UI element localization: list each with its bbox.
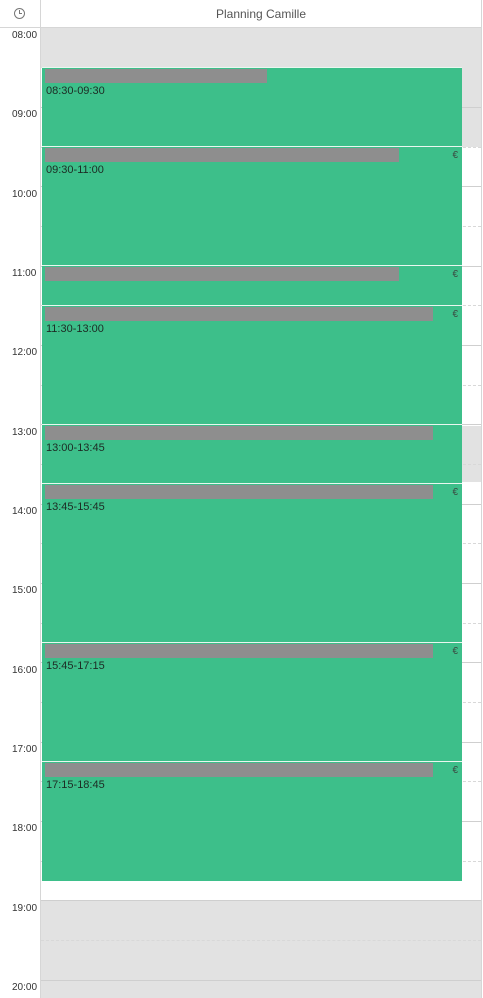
redacted-client-name [45,307,433,321]
day-column[interactable]: 08:30-09:30 09:30-11:00 € € 11:30-13:00 … [41,28,482,998]
redacted-client-name [45,267,399,281]
appointment-block[interactable]: 17:15-18:45 € [42,761,462,881]
time-label: 19:00 [12,903,38,914]
appointment-time: 11:30-13:00 [46,323,104,335]
redacted-client-name [45,426,433,440]
time-label: 15:00 [12,585,38,596]
blocked-slot [41,901,481,998]
appointment-time: 13:00-13:45 [46,442,105,454]
time-label: 18:00 [12,823,38,834]
redacted-client-name [45,485,433,499]
hour-line [41,900,481,901]
time-zone-cell[interactable] [0,0,41,27]
planning-title: Planning Camille [215,7,307,21]
time-label: 17:00 [12,744,38,755]
redacted-client-name [45,148,399,162]
appointment-block[interactable]: 11:30-13:00 € [42,305,462,425]
time-label: 11:00 [12,268,37,279]
euro-icon: € [452,150,458,161]
appointment-block[interactable]: 13:00-13:45 [42,424,462,484]
blocked-slot [41,28,481,68]
half-hour-line [41,940,481,941]
appointment-block[interactable]: 09:30-11:00 € [42,146,462,266]
time-label: 20:00 [12,982,38,993]
time-gutter: 08:00 09:00 10:00 11:00 12:00 13:00 14:0… [0,28,41,998]
appointment-block[interactable]: 13:45-15:45 € [42,483,462,643]
time-label: 16:00 [12,665,38,676]
time-label: 09:00 [12,109,38,120]
time-label: 08:00 [12,30,38,41]
time-label: 14:00 [12,506,38,517]
hour-line [41,980,481,981]
appointment-time: 15:45-17:15 [46,660,105,672]
clock-icon[interactable] [14,8,25,19]
appointment-time: 09:30-11:00 [46,164,104,176]
blocked-slot [459,426,481,482]
calendar-header: Planning Camille [0,0,482,28]
appointment-block[interactable]: € [42,265,462,306]
appointment-time: 08:30-09:30 [46,85,105,97]
time-label: 10:00 [12,189,38,200]
redacted-client-name [45,763,433,777]
time-label: 13:00 [12,427,38,438]
appointment-block[interactable]: 15:45-17:15 € [42,642,462,762]
time-label: 12:00 [12,347,38,358]
appointment-time: 17:15-18:45 [46,779,105,791]
euro-icon: € [452,487,458,498]
euro-icon: € [452,309,458,320]
euro-icon: € [452,269,458,280]
appointment-time: 13:45-15:45 [46,501,105,513]
redacted-client-name [45,644,433,658]
euro-icon: € [452,646,458,657]
euro-icon: € [452,765,458,776]
appointment-block[interactable]: 08:30-09:30 [42,67,462,147]
redacted-client-name [45,69,267,83]
